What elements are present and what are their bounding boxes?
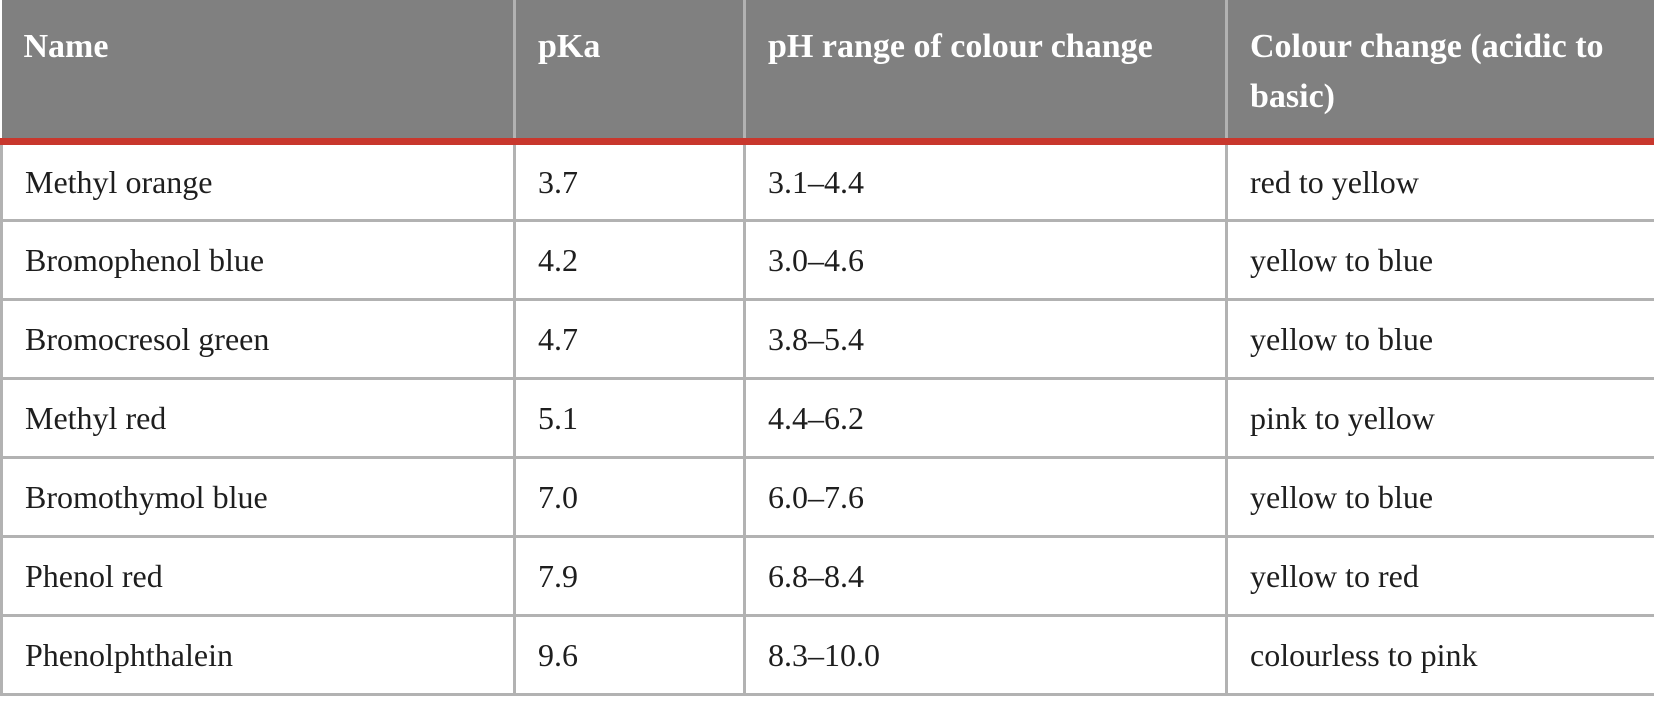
table-row: Bromophenol blue 4.2 3.0–4.6 yellow to b…	[0, 220, 1654, 301]
cell-name: Bromocresol green	[0, 299, 515, 380]
table-row: Phenol red 7.9 6.8–8.4 yellow to red	[0, 536, 1654, 617]
cell-pka: 9.6	[513, 615, 745, 696]
table-row: Methyl orange 3.7 3.1–4.4 red to yellow	[0, 141, 1654, 222]
cell-ph-range: 3.1–4.4	[743, 141, 1227, 222]
cell-colour-change: yellow to red	[1225, 536, 1654, 617]
cell-colour-change: colourless to pink	[1225, 615, 1654, 696]
table-row: Methyl red 5.1 4.4–6.2 pink to yellow	[0, 378, 1654, 459]
cell-colour-change: yellow to blue	[1225, 220, 1654, 301]
cell-pka: 7.0	[513, 457, 745, 538]
cell-colour-change: yellow to blue	[1225, 299, 1654, 380]
cell-pka: 4.2	[513, 220, 745, 301]
table-header: Name pKa pH range of colour change Colou…	[1, 0, 1654, 145]
cell-colour-change: yellow to blue	[1225, 457, 1654, 538]
cell-name: Phenol red	[0, 536, 515, 617]
cell-pka: 7.9	[513, 536, 745, 617]
cell-name: Methyl orange	[0, 141, 515, 222]
table-body: Methyl orange 3.7 3.1–4.4 red to yellow …	[0, 141, 1654, 696]
table-row: Phenolphthalein 9.6 8.3–10.0 colourless …	[0, 615, 1654, 696]
indicator-table: Name pKa pH range of colour change Colou…	[0, 0, 1654, 696]
cell-pka: 3.7	[513, 141, 745, 222]
cell-name: Bromophenol blue	[0, 220, 515, 301]
column-header-colour-change: Colour change (acidic to basic)	[1225, 0, 1654, 145]
cell-name: Bromothymol blue	[0, 457, 515, 538]
cell-name: Phenolphthalein	[0, 615, 515, 696]
cell-colour-change: pink to yellow	[1225, 378, 1654, 459]
cell-colour-change: red to yellow	[1225, 141, 1654, 222]
cell-ph-range: 3.8–5.4	[743, 299, 1227, 380]
column-header-name: Name	[1, 0, 515, 145]
cell-name: Methyl red	[0, 378, 515, 459]
column-header-ph-range: pH range of colour change	[743, 0, 1227, 145]
cell-pka: 5.1	[513, 378, 745, 459]
cell-ph-range: 6.0–7.6	[743, 457, 1227, 538]
column-header-pka: pKa	[513, 0, 745, 145]
cell-ph-range: 4.4–6.2	[743, 378, 1227, 459]
cell-ph-range: 8.3–10.0	[743, 615, 1227, 696]
table-row: Bromothymol blue 7.0 6.0–7.6 yellow to b…	[0, 457, 1654, 538]
header-row: Name pKa pH range of colour change Colou…	[1, 0, 1654, 145]
cell-pka: 4.7	[513, 299, 745, 380]
cell-ph-range: 6.8–8.4	[743, 536, 1227, 617]
cell-ph-range: 3.0–4.6	[743, 220, 1227, 301]
table-row: Bromocresol green 4.7 3.8–5.4 yellow to …	[0, 299, 1654, 380]
